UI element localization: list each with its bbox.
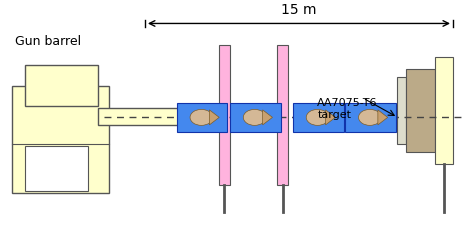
Ellipse shape [190,109,213,125]
Text: AA7075-T6
target: AA7075-T6 target [318,98,378,120]
Bar [177,103,228,132]
Text: Gun barrel: Gun barrel [15,35,82,48]
Bar [25,146,88,191]
Bar [293,103,344,132]
Polygon shape [326,110,336,125]
Bar [277,45,288,185]
Ellipse shape [306,109,329,125]
Bar [12,86,109,193]
Bar [98,108,191,125]
Bar [25,65,98,106]
Bar [230,103,281,132]
Polygon shape [210,110,219,125]
Bar [436,57,453,164]
Text: 15 m: 15 m [281,3,317,17]
Ellipse shape [358,109,381,125]
Bar [346,103,396,132]
Polygon shape [378,110,388,125]
Ellipse shape [243,109,266,125]
Bar [397,77,406,144]
Polygon shape [263,110,273,125]
Bar [219,45,230,185]
Bar [406,69,436,152]
